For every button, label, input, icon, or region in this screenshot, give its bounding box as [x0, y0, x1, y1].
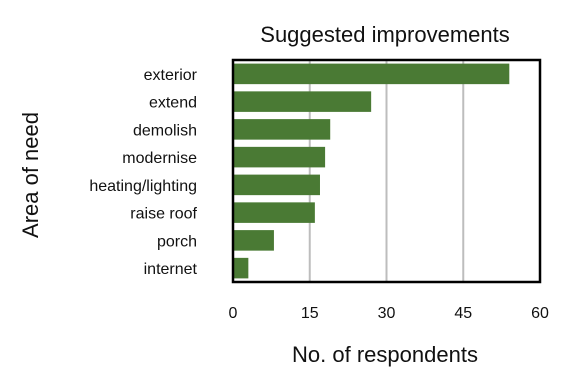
category-label: demolish	[133, 122, 197, 139]
category-label: exterior	[144, 67, 198, 84]
category-label: modernise	[122, 150, 197, 167]
category-label: extend	[149, 95, 197, 112]
x-tick-label: 30	[378, 305, 396, 322]
category-label: heating/lighting	[89, 178, 197, 195]
x-tick-label: 0	[229, 305, 238, 322]
chart-title: Suggested improvements	[260, 22, 509, 47]
bar-extend	[233, 91, 372, 112]
bar-heating-lighting	[233, 174, 320, 196]
x-tick-label: 60	[531, 305, 549, 322]
plot-frame	[231, 58, 542, 284]
category-label: raise roof	[130, 206, 197, 223]
category-label: porch	[157, 233, 197, 250]
bar-internet	[233, 257, 249, 279]
x-tick-labels: 0 15 30 45 60	[229, 305, 549, 322]
x-axis-label: No. of respondents	[292, 342, 478, 367]
bar-raise-roof	[233, 202, 315, 223]
bars	[233, 63, 510, 279]
y-axis-label: Area of need	[18, 112, 43, 238]
x-tick-label: 45	[454, 305, 472, 322]
category-label: internet	[144, 261, 198, 278]
bar-exterior	[233, 63, 510, 85]
category-labels: exterior extend demolish modernise heating/l…	[89, 67, 197, 278]
bar-modernise	[233, 146, 326, 168]
bar-demolish	[233, 119, 331, 140]
bar-porch	[233, 230, 274, 251]
x-tick-label: 15	[301, 305, 319, 322]
